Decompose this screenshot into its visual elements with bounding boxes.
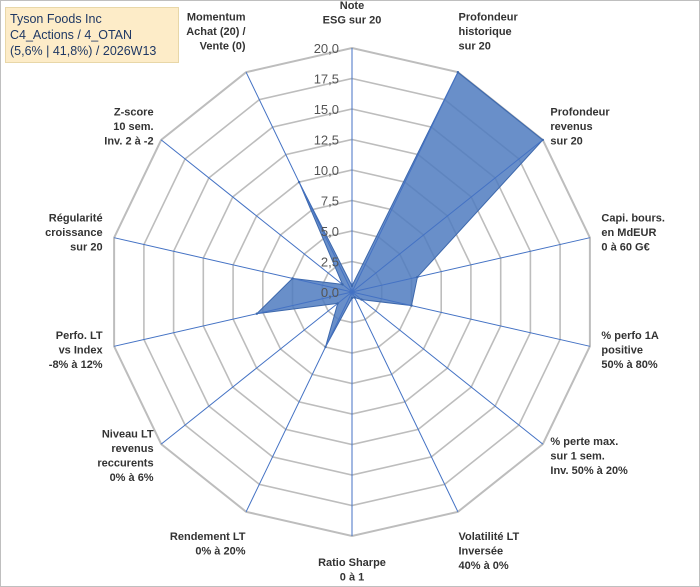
axis-label-line: Inv. 2 à -2 <box>104 136 153 148</box>
axis-label-line: en MdEUR <box>601 227 656 239</box>
axis-label: Profondeur historique sur 20 <box>459 12 519 53</box>
axis-label-line: revenus <box>550 121 592 133</box>
axis-spoke <box>351 139 544 293</box>
tick-label: 10,0 <box>314 163 339 178</box>
tick-label: 7,5 <box>321 194 339 209</box>
data-point <box>255 312 258 315</box>
axis-label-line: Profondeur <box>459 12 519 24</box>
axis-label-line: Ratio Sharpe <box>318 557 386 569</box>
axis-label-line: reccurents <box>97 458 153 470</box>
axis-spoke <box>351 71 459 293</box>
axis-label-line: revenus <box>111 443 153 455</box>
axis-label-line: % perte max. <box>550 436 618 448</box>
data-point <box>297 180 301 184</box>
data-point <box>360 298 363 301</box>
axis-label-line: 0% à 6% <box>110 472 154 484</box>
data-point <box>350 296 354 300</box>
axis-label-line: Perfo. LT <box>56 330 103 342</box>
axis-label-line: croissance <box>45 227 102 239</box>
axis-spoke <box>113 237 353 293</box>
axis-spoke <box>351 291 591 347</box>
axis-label-line: Rendement LT <box>170 531 246 543</box>
axis-label-line: % perfo 1A <box>601 330 659 342</box>
axis-label-line: sur 1 sem. <box>550 450 604 462</box>
axis-label: Capi. bours. en MdEUR 0 à 60 G€ <box>601 213 665 254</box>
axis-label-line: historique <box>459 26 512 38</box>
tick-label: 12,5 <box>314 133 339 148</box>
axis-label: Ratio Sharpe 0 à 1 <box>318 557 386 584</box>
axis-spoke <box>160 291 353 445</box>
category-label: C4_Actions / 4_OTAN <box>10 28 133 42</box>
tick-label: 15,0 <box>314 102 339 117</box>
axis-label-line: sur 20 <box>70 242 102 254</box>
axis-label: Rendement LT 0% à 20% <box>170 531 246 558</box>
axis-spoke <box>351 237 591 293</box>
axis-label-line: -8% à 12% <box>49 359 103 371</box>
axis-label: Note ESG sur 20 <box>323 1 382 27</box>
tick-label: 0,0 <box>321 285 339 300</box>
axis-label-line: 50% à 80% <box>601 359 657 371</box>
axis-spoke <box>351 291 544 445</box>
data-point <box>341 283 344 286</box>
data-point <box>353 296 356 299</box>
chart-title-box: Tyson Foods Inc C4_Actions / 4_OTAN (5,6… <box>5 7 179 63</box>
data-point <box>410 304 413 307</box>
axis-label-line: ESG sur 20 <box>323 15 382 27</box>
axis-label-line: 10 sem. <box>113 121 153 133</box>
axis-label-line: positive <box>601 345 643 357</box>
axis-label-line: Vente (0) <box>200 41 246 53</box>
data-point <box>416 275 419 279</box>
axis-label: Niveau LT revenus reccurents 0% à 6% <box>97 429 154 485</box>
axis-spoke <box>160 139 353 293</box>
axis-label: Volatilité LT Inversée 40% à 0% <box>459 531 520 572</box>
axis-label-line: Régularité <box>49 213 103 225</box>
axis-label-line: Note <box>340 1 364 12</box>
axis-label-line: Momentum <box>187 12 246 24</box>
axis-spoke <box>351 291 459 513</box>
axis-label-line: Achat (20) / <box>186 26 245 38</box>
axis-label-line: 0 à 60 G€ <box>601 242 649 254</box>
axis-label-line: 0 à 1 <box>340 572 364 584</box>
data-point <box>541 138 544 142</box>
axis-label: Z-score 10 sem. Inv. 2 à -2 <box>104 107 153 148</box>
axis-label-line: 40% à 0% <box>459 560 509 572</box>
axis-label-line: Profondeur <box>550 107 610 119</box>
axis-label: % perfo 1A positive 50% à 80% <box>601 330 659 371</box>
axis-label: Momentum Achat (20) / Vente (0) <box>186 12 246 53</box>
axis-label: % perte max. sur 1 sem. Inv. 50% à 20% <box>550 436 628 477</box>
axis-spoke <box>245 291 353 513</box>
axis-label-line: sur 20 <box>550 136 582 148</box>
axis-label-line: sur 20 <box>459 41 491 53</box>
tick-label: 5,0 <box>321 224 339 239</box>
axis-label-line: vs Index <box>59 345 104 357</box>
axis-label-line: Volatilité LT <box>459 531 520 543</box>
summary-label: (5,6% | 41,8%) / 2026W13 <box>10 44 157 58</box>
data-point <box>456 71 460 74</box>
axis-label: Profondeur revenus sur 20 <box>550 107 610 148</box>
tick-label: 20,0 <box>314 41 339 56</box>
axis-label-line: Niveau LT <box>102 429 154 441</box>
data-point <box>336 302 339 305</box>
axis-label-line: Capi. bours. <box>601 213 665 225</box>
data-point <box>324 345 327 349</box>
company-name: Tyson Foods Inc <box>10 12 102 26</box>
axis-label: Perfo. LT vs Index -8% à 12% <box>49 330 104 371</box>
axis-label: Régularité croissance sur 20 <box>45 213 102 254</box>
data-point <box>350 284 354 288</box>
axis-label-line: Inversée <box>459 545 504 557</box>
tick-label: 17,5 <box>314 72 339 87</box>
axis-label-line: Inv. 50% à 20% <box>550 465 628 477</box>
axis-label-line: 0% à 20% <box>195 545 245 557</box>
data-series-area <box>255 71 544 348</box>
tick-label: 2,5 <box>321 255 339 270</box>
axis-label-line: Z-score <box>114 107 154 119</box>
axis-spoke <box>113 291 353 347</box>
data-point <box>291 277 294 280</box>
